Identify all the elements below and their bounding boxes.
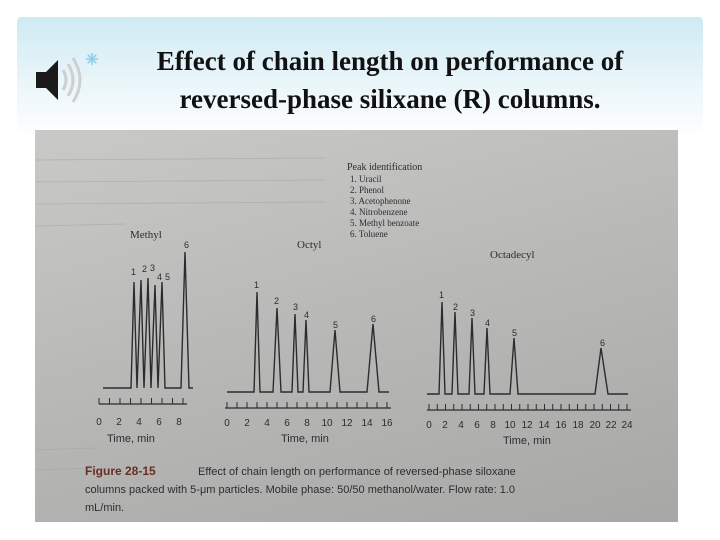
peak-id-1: 1. Uracil xyxy=(350,174,382,184)
octyl-tick-14: 14 xyxy=(361,418,373,429)
octadecyl-chromatogram xyxy=(427,301,628,395)
octyl-tick-4: 4 xyxy=(264,418,270,429)
octyl-peak-6: 6 xyxy=(371,314,376,324)
panel-label-octyl: Octyl xyxy=(297,239,321,251)
methyl-tick-4: 4 xyxy=(136,417,142,428)
octadecyl-axis-ticks xyxy=(428,404,628,410)
caption-line-2: columns packed with 5-μm particles. Mobi… xyxy=(85,484,515,496)
octyl-peak-4: 4 xyxy=(304,310,309,320)
octadecyl-tick-4: 4 xyxy=(458,420,464,431)
methyl-axis-ticks xyxy=(98,398,184,404)
octyl-peak-2: 2 xyxy=(274,296,279,306)
octyl-axis-title: Time, min xyxy=(281,433,329,445)
methyl-tick-8: 8 xyxy=(176,417,182,428)
octadecyl-peak-1: 1 xyxy=(439,290,444,300)
figure-photo: Peak identification 1. Uracil 2. Phenol … xyxy=(35,130,678,522)
octadecyl-tick-20: 20 xyxy=(589,420,601,431)
octadecyl-peak-6: 6 xyxy=(600,338,605,348)
figure-drawing: Peak identification 1. Uracil 2. Phenol … xyxy=(35,157,633,514)
octyl-tick-10: 10 xyxy=(321,418,333,429)
speaker-icon[interactable] xyxy=(32,52,82,108)
octadecyl-tick-24: 24 xyxy=(621,420,633,431)
octyl-tick-16: 16 xyxy=(381,418,393,429)
octadecyl-peak-5: 5 xyxy=(512,328,517,338)
caption-line-1: Effect of chain length on performance of… xyxy=(198,466,516,478)
methyl-peak-2: 2 xyxy=(142,264,147,274)
octyl-tick-2: 2 xyxy=(244,418,250,429)
octadecyl-tick-10: 10 xyxy=(504,420,516,431)
octyl-tick-6: 6 xyxy=(284,418,290,429)
peak-id-3: 3. Acetophenone xyxy=(350,196,410,206)
methyl-peak-6: 6 xyxy=(184,240,189,250)
methyl-peak-1: 1 xyxy=(131,267,136,277)
octadecyl-tick-22: 22 xyxy=(605,420,617,431)
octadecyl-tick-18: 18 xyxy=(572,420,584,431)
slide-title: Effect of chain length on performance of… xyxy=(100,42,680,118)
octyl-tick-12: 12 xyxy=(341,418,353,429)
octadecyl-tick-2: 2 xyxy=(442,420,448,431)
methyl-peak-5: 5 xyxy=(165,272,170,282)
peak-id-4: 4. Nitrobenzene xyxy=(350,207,407,217)
octyl-peak-5: 5 xyxy=(333,320,338,330)
octadecyl-peak-2: 2 xyxy=(453,302,458,312)
octyl-peak-1: 1 xyxy=(254,280,259,290)
peak-id-2: 2. Phenol xyxy=(350,185,385,195)
bullet-icon xyxy=(86,53,98,65)
octadecyl-tick-0: 0 xyxy=(426,420,432,431)
methyl-axis-title: Time, min xyxy=(107,433,155,445)
octadecyl-peak-3: 3 xyxy=(470,308,475,318)
peak-id-6: 6. Toluene xyxy=(350,229,388,239)
octadecyl-tick-12: 12 xyxy=(521,420,533,431)
methyl-tick-2: 2 xyxy=(116,417,122,428)
octyl-tick-8: 8 xyxy=(304,418,310,429)
octadecyl-peak-4: 4 xyxy=(485,318,490,328)
caption-line-3: mL/min. xyxy=(85,502,124,514)
methyl-tick-0: 0 xyxy=(96,417,102,428)
octadecyl-tick-6: 6 xyxy=(474,420,480,431)
slide-title-line-2: reversed-phase silixane (R) columns. xyxy=(179,84,601,114)
octadecyl-tick-8: 8 xyxy=(490,420,496,431)
octyl-axis-ticks xyxy=(226,402,388,408)
octyl-tick-0: 0 xyxy=(224,418,230,429)
slide-title-line-1: Effect of chain length on performance of xyxy=(156,46,624,76)
octadecyl-tick-16: 16 xyxy=(555,420,567,431)
panel-label-octadecyl: Octadecyl xyxy=(490,249,535,261)
methyl-chromatogram xyxy=(103,251,193,389)
methyl-peak-3: 3 xyxy=(150,263,155,273)
methyl-peak-4: 4 xyxy=(157,272,162,282)
peak-identification-heading: Peak identification xyxy=(347,162,422,173)
octyl-peak-3: 3 xyxy=(293,302,298,312)
panel-label-methyl: Methyl xyxy=(130,229,162,241)
octadecyl-tick-14: 14 xyxy=(538,420,550,431)
methyl-tick-6: 6 xyxy=(156,417,162,428)
peak-id-5: 5. Methyl benzoate xyxy=(350,218,419,228)
octyl-chromatogram xyxy=(227,291,389,393)
slide-header-gradient xyxy=(17,17,703,137)
octadecyl-axis-title: Time, min xyxy=(503,435,551,447)
caption-label: Figure 28-15 xyxy=(85,464,156,478)
